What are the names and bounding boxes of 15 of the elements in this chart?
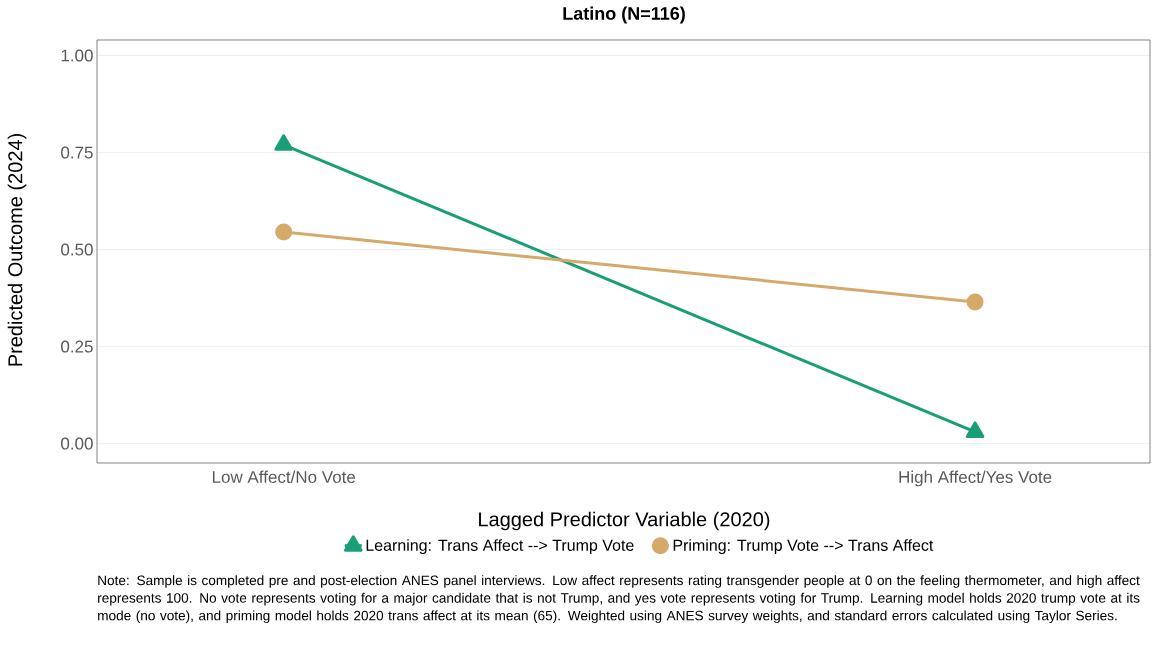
chart-title: Latino (N=116): [563, 6, 685, 24]
y-axis-title: Predicted Outcome (2024): [7, 133, 27, 366]
x-tick-label: Low Affect/No Vote: [212, 470, 356, 484]
point: [966, 293, 984, 311]
legend-label: Priming: Trump Vote --> Trans Affect: [673, 539, 934, 555]
y-tick-label: 0.00: [61, 437, 93, 450]
y-tick-label: 1.00: [61, 49, 93, 62]
y-tick-label: 0.50: [61, 243, 93, 256]
x-tick-label: High Affect/Yes Vote: [899, 470, 1052, 487]
y-tick-label: 0.25: [61, 340, 93, 353]
text: Note: Sample is completed pre and post-election ANES panel interviews. Low affect represents rating transgender people at 0 on the feeling thermometer, and high affect represents 100. No vote represents voting for a major candidate that is not Trump, and yes vote represents voting for Trump. Learning model holds 2020 trump vote at its mode (no vote), and priming model holds 2020 trans affect at its mean (65). Weighted using ANES survey weights, and standard errors calculated using Taylor Series.: [98, 575, 1140, 624]
legend-label: Learning: Trans Affect --> Trump Vote: [366, 539, 634, 555]
y-tick-label: 0.75: [61, 146, 93, 159]
point: [275, 223, 293, 241]
x-axis-title: Lagged Predictor Variable (2020): [479, 511, 770, 531]
